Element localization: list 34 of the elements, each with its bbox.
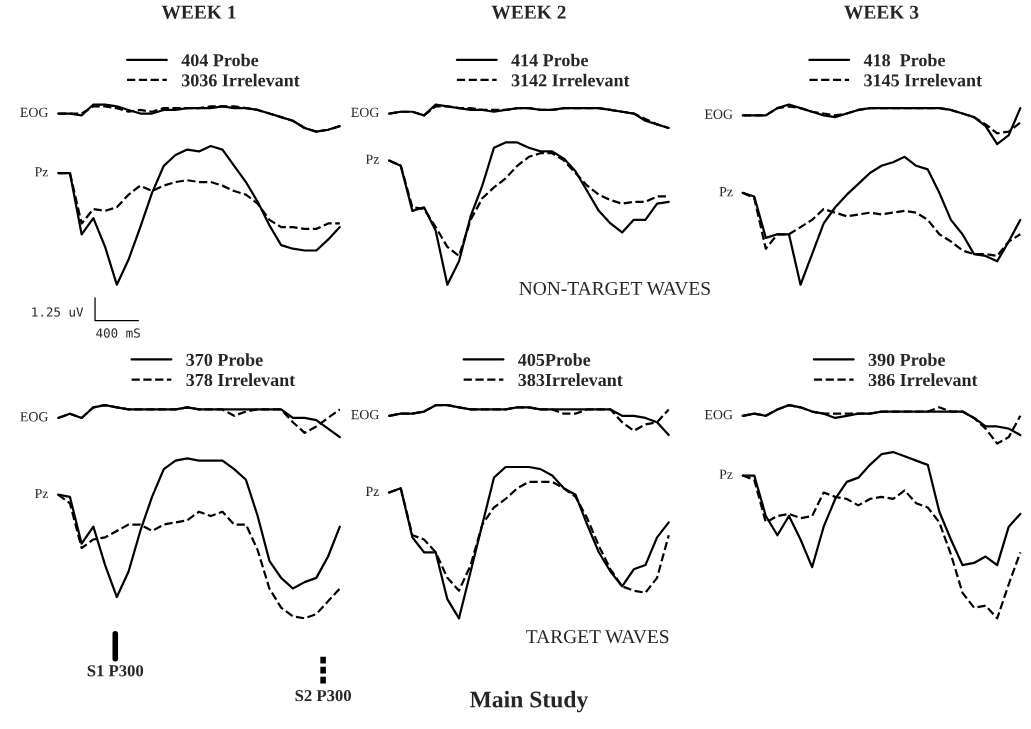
legend-label: 405Probe xyxy=(518,353,591,366)
text: Pz xyxy=(365,486,379,496)
annotation: NON-TARGET WAVES xyxy=(519,281,710,296)
text: TARGET WAVES xyxy=(526,630,669,644)
legend-label: 383Irrelevant xyxy=(518,373,623,387)
legend-label: 390 Probe xyxy=(868,353,946,366)
text: EOG xyxy=(704,109,733,119)
legend-label: 404 Probe xyxy=(181,53,259,67)
legend-label: 370 Probe xyxy=(186,353,263,366)
text: Pz xyxy=(719,187,733,197)
legend-label: 418 Probe xyxy=(863,53,946,67)
text: Main Study xyxy=(469,690,589,713)
legend-label: 378 Irrelevant xyxy=(186,373,296,387)
legend-label: 3036 Irrelevant xyxy=(181,73,300,87)
text: EOG xyxy=(351,409,379,420)
legend-label: 3142 Irrelevant xyxy=(511,73,630,87)
text: Pz xyxy=(365,154,379,164)
chart-title: WEEK 2 xyxy=(491,5,566,19)
text: 400 mS xyxy=(96,328,140,338)
text: Pz xyxy=(34,488,49,499)
text: EOG xyxy=(351,107,379,118)
legend-label: 3145 Irrelevant xyxy=(864,73,982,87)
text: EOG xyxy=(20,412,49,422)
text: 1.25 uV xyxy=(32,307,84,317)
text: S2 P300 xyxy=(295,689,351,702)
chart-title: WEEK 3 xyxy=(844,5,919,19)
text: Pz xyxy=(719,469,733,479)
legend-label: 386 Irrelevant xyxy=(868,373,978,387)
chart-title: WEEK 1 xyxy=(161,5,236,19)
text: Pz xyxy=(34,167,49,177)
text: EOG xyxy=(704,409,733,420)
text: EOG xyxy=(20,107,49,118)
text: S1 P300 xyxy=(87,665,144,677)
legend-label: 414 Probe xyxy=(511,53,588,67)
